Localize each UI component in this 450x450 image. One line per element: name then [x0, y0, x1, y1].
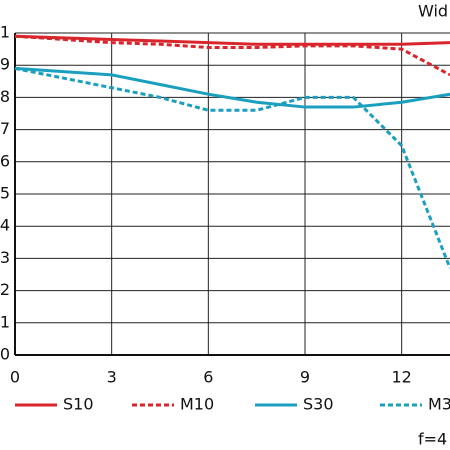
x-tick-label: 0 [10, 368, 20, 387]
legend-label: M3 [428, 395, 450, 414]
y-tick-label: 0.5 [0, 184, 10, 203]
series-line [14, 34, 450, 46]
series-line [14, 66, 450, 269]
series-line [14, 34, 450, 77]
x-tick-label: 9 [300, 368, 310, 387]
y-tick-label: 0.2 [0, 280, 10, 299]
legend-label: S30 [303, 395, 334, 414]
x-tick-label: 3 [107, 368, 117, 387]
y-tick-label: 0.4 [0, 216, 10, 235]
legend-label: M10 [180, 395, 214, 414]
y-tick-label: 0.8 [0, 87, 10, 106]
y-tick-label: 0.9 [0, 55, 10, 74]
legend-label: S10 [63, 395, 94, 414]
chart-title: Wid [418, 2, 448, 21]
series-line [14, 66, 450, 109]
y-tick-label: 0.7 [0, 119, 10, 138]
aperture-note: f=4 [418, 430, 447, 449]
y-tick-label: 1 [0, 23, 10, 42]
y-tick-label: 0 [0, 345, 10, 364]
y-tick-label: 0.3 [0, 248, 10, 267]
y-tick-label: 0.6 [0, 151, 10, 170]
x-tick-label: 6 [203, 368, 213, 387]
y-tick-label: 0.1 [0, 312, 10, 331]
x-tick-label: 12 [391, 368, 411, 387]
